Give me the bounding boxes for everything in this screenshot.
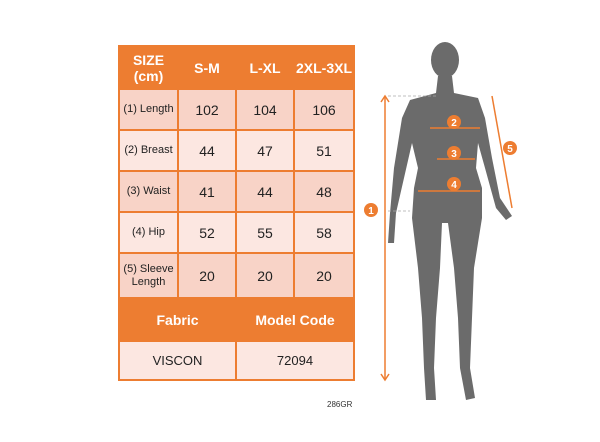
size-chart-table: SIZE (cm) S-M L-XL 2XL-3XL (1) Length 10… [118, 45, 355, 381]
model-code-value: 72094 [235, 340, 355, 381]
marker-5 [503, 141, 517, 155]
header-cell: SIZE (cm) [118, 45, 179, 90]
cell: 48 [293, 170, 355, 213]
row-label: (1) Length [118, 88, 179, 131]
marker-label: 3 [451, 149, 457, 160]
silhouette [388, 42, 512, 400]
cell: 20 [293, 252, 355, 299]
marker-4 [447, 177, 461, 191]
cell: 55 [235, 211, 295, 254]
model-code-header: Model Code [235, 297, 355, 342]
cell: 47 [235, 129, 295, 172]
product-code: 286GR [327, 400, 353, 409]
cell: 44 [235, 170, 295, 213]
table-row: (4) Hip 52 55 58 [118, 211, 355, 254]
marker-label: 4 [451, 180, 457, 191]
cell: 106 [293, 88, 355, 131]
marker-1 [364, 203, 378, 217]
row-label: (4) Hip [118, 211, 179, 254]
cell: 58 [293, 211, 355, 254]
fabric-value: VISCON [118, 340, 237, 381]
footer-header-row: Fabric Model Code [118, 297, 355, 342]
cell: 51 [293, 129, 355, 172]
cell: 102 [177, 88, 237, 131]
fabric-header: Fabric [118, 297, 237, 342]
table-row: (5) Sleeve Length 20 20 20 [118, 252, 355, 299]
row-label: (3) Waist [118, 170, 179, 213]
marker-2 [447, 115, 461, 129]
row-label: (2) Breast [118, 129, 179, 172]
table-row: (2) Breast 44 47 51 [118, 129, 355, 172]
marker-label: 1 [368, 206, 374, 217]
cell: 44 [177, 129, 237, 172]
table-row: (1) Length 102 104 106 [118, 88, 355, 131]
cell: 20 [177, 252, 237, 299]
header-cell: L-XL [235, 45, 295, 90]
header-cell: 2XL-3XL [293, 45, 355, 90]
cell: 20 [235, 252, 295, 299]
marker-label: 2 [451, 118, 457, 129]
table-row: (3) Waist 41 44 48 [118, 170, 355, 213]
marker-3 [447, 146, 461, 160]
footer-value-row: VISCON 72094 [118, 340, 355, 381]
row-label: (5) Sleeve Length [118, 252, 179, 299]
cell: 104 [235, 88, 295, 131]
header-cell: S-M [177, 45, 237, 90]
cell: 41 [177, 170, 237, 213]
header-row: SIZE (cm) S-M L-XL 2XL-3XL [118, 45, 355, 90]
body-measurement-figure: 1 2 3 4 5 [364, 42, 517, 400]
marker-label: 5 [507, 144, 513, 155]
cell: 52 [177, 211, 237, 254]
